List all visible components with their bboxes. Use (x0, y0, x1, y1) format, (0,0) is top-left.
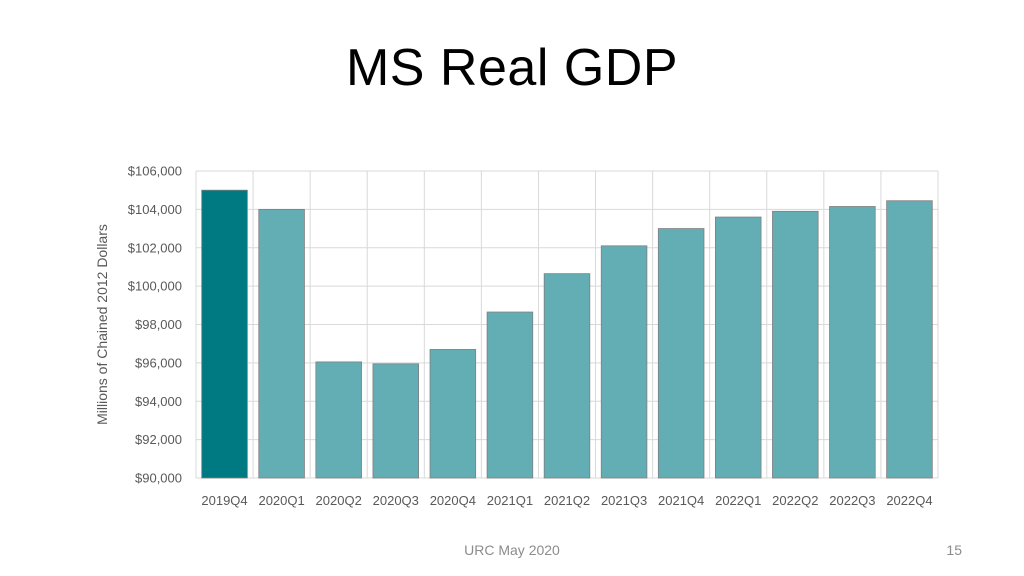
x-category-label: 2022Q4 (886, 493, 932, 508)
bar-2019Q4 (201, 189, 248, 479)
x-category-label: 2021Q2 (544, 493, 590, 508)
bar-2021Q1 (486, 311, 534, 479)
y-tick-label: $100,000 (128, 279, 182, 294)
chart-bars (201, 189, 933, 479)
y-tick-label: $96,000 (135, 355, 182, 370)
x-category-label: 2022Q2 (772, 493, 818, 508)
bar-2022Q2 (772, 210, 819, 479)
x-category-label: 2022Q1 (715, 493, 761, 508)
y-tick-label: $102,000 (128, 240, 182, 255)
slide-title: MS Real GDP (345, 39, 679, 97)
y-tick-label: $98,000 (135, 317, 182, 332)
bar-2022Q1 (715, 216, 762, 479)
bar-2021Q3 (600, 245, 648, 479)
x-category-label: 2022Q3 (829, 493, 875, 508)
bar-2021Q2 (543, 273, 591, 479)
bar-2022Q3 (829, 206, 876, 479)
bar-2020Q2 (315, 361, 362, 479)
x-category-label: 2021Q1 (487, 493, 533, 508)
x-category-label: 2021Q3 (601, 493, 647, 508)
bar-2022Q4 (886, 200, 933, 479)
x-category-label: 2020Q3 (373, 493, 419, 508)
y-tick-label: $104,000 (128, 202, 182, 217)
y-tick-label: $106,000 (128, 164, 182, 179)
x-category-label: 2019Q4 (201, 493, 247, 508)
x-category-label: 2020Q1 (258, 493, 304, 508)
bar-2020Q3 (372, 363, 420, 479)
x-axis-category-labels: 2019Q4 2020Q1 2020Q2 2020Q3 2020Q4 2021Q1 2021… (201, 493, 932, 508)
bar-2020Q4 (429, 349, 477, 479)
x-category-label: 2021Q4 (658, 493, 704, 508)
y-tick-label: $90,000 (135, 471, 182, 486)
bar-2021Q4 (657, 228, 705, 479)
x-category-label: 2020Q2 (316, 493, 362, 508)
y-tick-label: $92,000 (135, 432, 182, 447)
y-tick-label: $94,000 (135, 394, 182, 409)
x-category-label: 2020Q4 (430, 493, 476, 508)
bar-chart: $90,000 $92,000 $94,000 $96,000 $98,000 $100,… (94, 164, 939, 508)
y-axis-title: Millions of Chained 2012 Dollars (94, 224, 110, 425)
y-axis-tick-labels: $90,000 $92,000 $94,000 $96,000 $98,000 $100,… (128, 164, 182, 486)
footer-text: URC May 2020 (464, 542, 560, 558)
bar-2020Q1 (258, 208, 305, 479)
page-number: 15 (946, 542, 962, 558)
